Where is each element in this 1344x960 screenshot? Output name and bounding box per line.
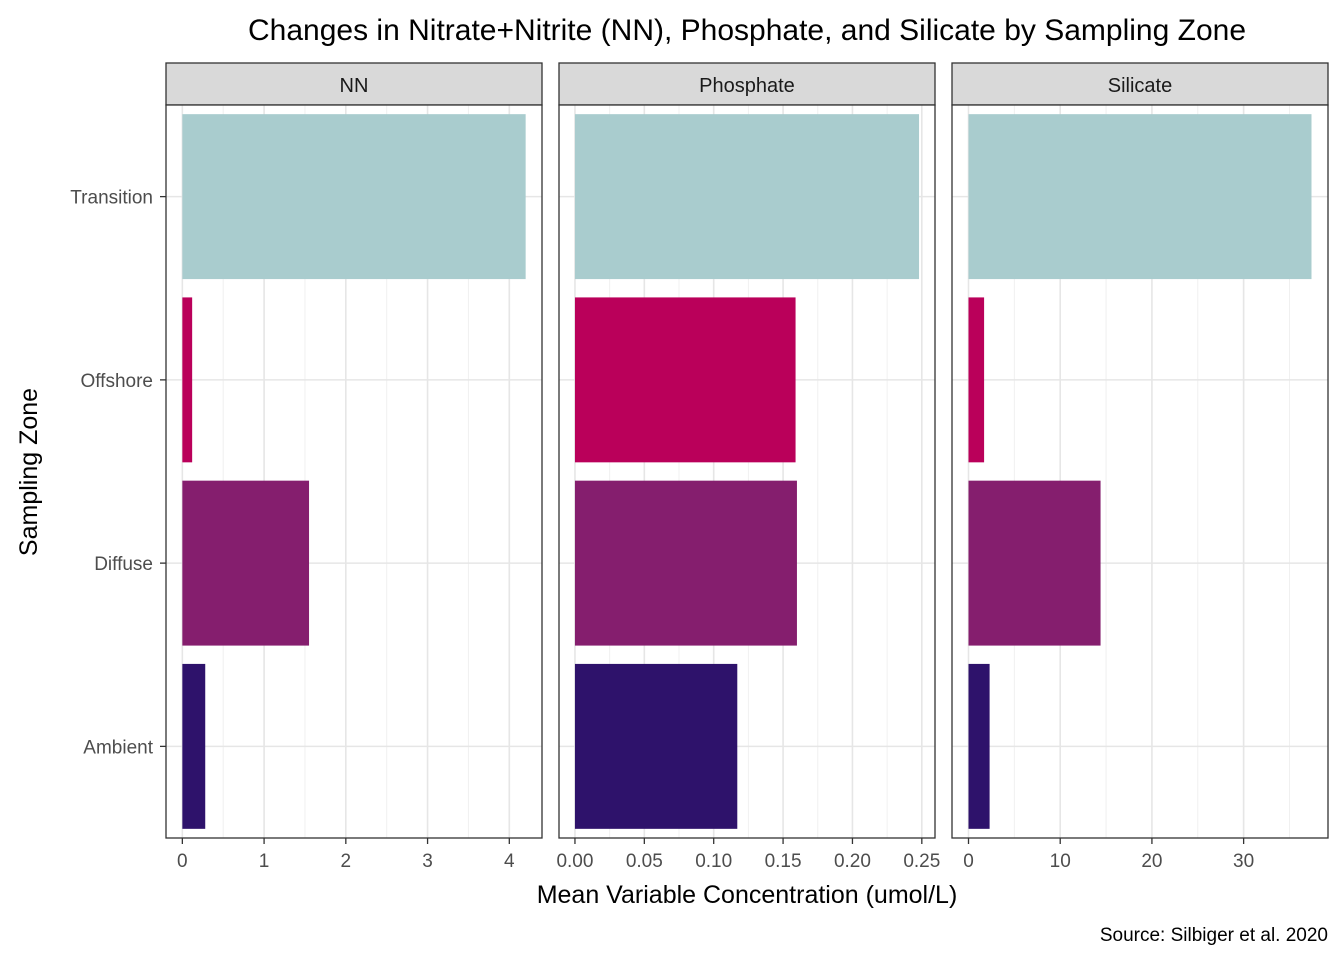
x-tick-label: 4 — [504, 851, 515, 872]
chart-title: Changes in Nitrate+Nitrite (NN), Phospha… — [248, 14, 1246, 47]
bar-phosphate-transition — [574, 114, 920, 280]
facet-strip — [165, 62, 543, 106]
x-tick-label: 2 — [341, 851, 352, 872]
x-tick-label: 0.05 — [626, 851, 663, 872]
panel-border — [951, 104, 1329, 839]
y-tick-label: Transition — [70, 188, 153, 209]
x-tick-label: 0.15 — [765, 851, 802, 872]
x-tick-label: 0.25 — [903, 851, 940, 872]
x-tick-label: 1 — [259, 851, 270, 872]
facet-nn: NN 0 1 2 3 4 — [165, 62, 543, 872]
bar-silicate-offshore — [968, 297, 985, 463]
x-tick-label: 30 — [1233, 851, 1254, 872]
x-tick-label: 0 — [177, 851, 188, 872]
y-axis: Ambient Diffuse Offshore Transition — [70, 188, 166, 758]
y-tick-label: Diffuse — [94, 554, 153, 575]
x-tick-label: 3 — [422, 851, 433, 872]
bar-phosphate-offshore — [574, 297, 796, 463]
bar-phosphate-diffuse — [574, 480, 797, 646]
x-tick-label: 0.10 — [695, 851, 732, 872]
panel-border — [558, 104, 936, 839]
facet-strip — [558, 62, 936, 106]
bar-silicate-ambient — [968, 663, 990, 829]
bar-nn-transition — [182, 114, 526, 280]
facet-panels: NN 0 1 2 3 4 Phosphate 0.00 0.05 0.10 0.15 0.20 0.25… — [165, 62, 1329, 872]
bar-phosphate-ambient — [574, 663, 738, 829]
facet-strip — [951, 62, 1329, 106]
x-tick-label: 0.00 — [556, 851, 593, 872]
y-axis-title: Sampling Zone — [15, 388, 43, 556]
x-tick-label: 0 — [963, 851, 974, 872]
y-tick-label: Offshore — [80, 371, 153, 392]
source-caption: Source: Silbiger et al. 2020 — [1100, 925, 1328, 946]
facet-strip-label: NN — [340, 75, 369, 97]
bar-nn-ambient — [182, 663, 206, 829]
x-tick-label: 0.20 — [834, 851, 871, 872]
bar-silicate-diffuse — [968, 480, 1101, 646]
facet-phosphate: Phosphate 0.00 0.05 0.10 0.15 0.20 0.25 — [556, 62, 940, 872]
facet-strip-label: Phosphate — [699, 75, 795, 97]
x-axis-title: Mean Variable Concentration (umol/L) — [537, 881, 958, 909]
facet-strip-label: Silicate — [1108, 75, 1172, 97]
x-tick-label: 10 — [1050, 851, 1071, 872]
x-tick-label: 20 — [1141, 851, 1162, 872]
bar-nn-diffuse — [182, 480, 310, 646]
y-tick-label: Ambient — [83, 737, 153, 758]
bar-nn-offshore — [182, 297, 193, 463]
panel-border — [165, 104, 543, 839]
facet-silicate: Silicate 0 10 20 30 — [951, 62, 1329, 872]
bar-silicate-transition — [968, 114, 1312, 280]
